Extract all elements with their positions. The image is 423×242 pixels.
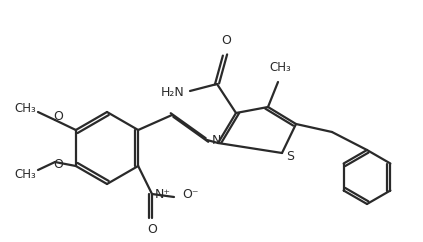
Text: O: O — [53, 159, 63, 172]
Text: H₂N: H₂N — [160, 85, 184, 98]
Text: O: O — [147, 223, 157, 236]
Text: N: N — [212, 135, 221, 148]
Text: O: O — [221, 34, 231, 47]
Text: CH₃: CH₃ — [269, 61, 291, 74]
Text: CH₃: CH₃ — [14, 101, 36, 114]
Text: CH₃: CH₃ — [14, 167, 36, 181]
Text: O⁻: O⁻ — [182, 189, 198, 202]
Text: S: S — [286, 150, 294, 162]
Text: O: O — [53, 111, 63, 123]
Text: N⁺: N⁺ — [155, 188, 171, 201]
